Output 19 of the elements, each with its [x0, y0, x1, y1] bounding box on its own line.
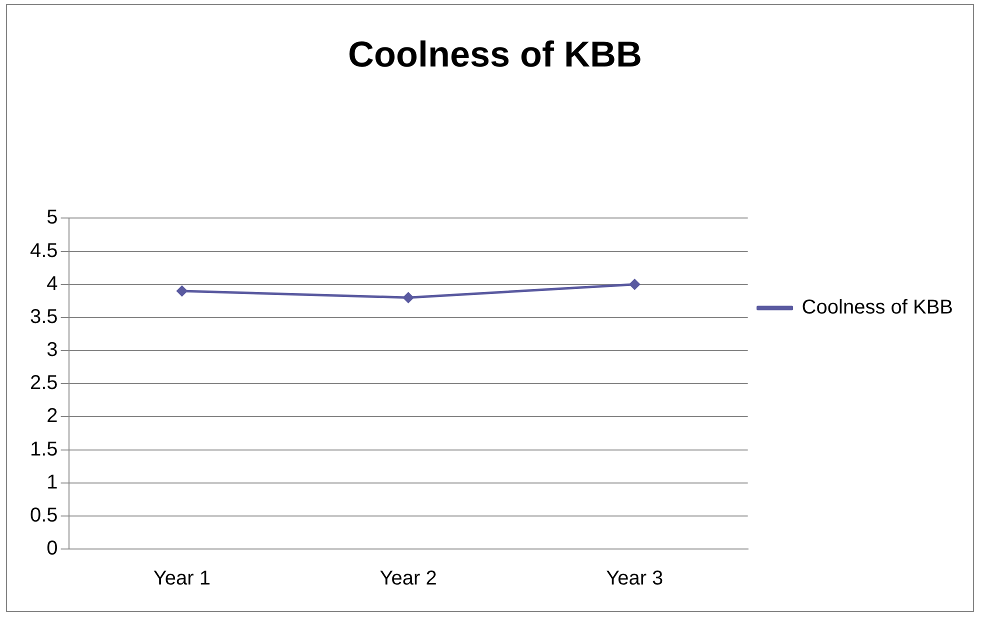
y-tick-label: 2: [46, 405, 58, 428]
y-tick-label: 3: [46, 339, 58, 362]
point: [403, 292, 414, 303]
y-tick-label: 4: [46, 272, 58, 295]
x-tick-label: Year 3: [606, 568, 664, 590]
x-tick-label: Year 2: [380, 568, 437, 590]
x-tick-label: Year 1: [153, 568, 211, 590]
y-tick-label: 3.5: [30, 306, 58, 328]
y-tick-label: 1: [46, 471, 58, 494]
point: [629, 279, 640, 290]
y-tick-label: 1.5: [30, 438, 58, 460]
y-tick-label: 5: [46, 206, 58, 229]
chart-title: Coolness of KBB: [348, 34, 642, 75]
legend-label: Coolness of KBB: [802, 296, 954, 319]
y-tick-label: 0: [46, 538, 58, 560]
point: [176, 286, 188, 296]
y-tick-label: 0.5: [30, 504, 58, 526]
y-tick-label: 4.5: [30, 240, 58, 262]
y-tick-label: 2.5: [30, 372, 58, 394]
